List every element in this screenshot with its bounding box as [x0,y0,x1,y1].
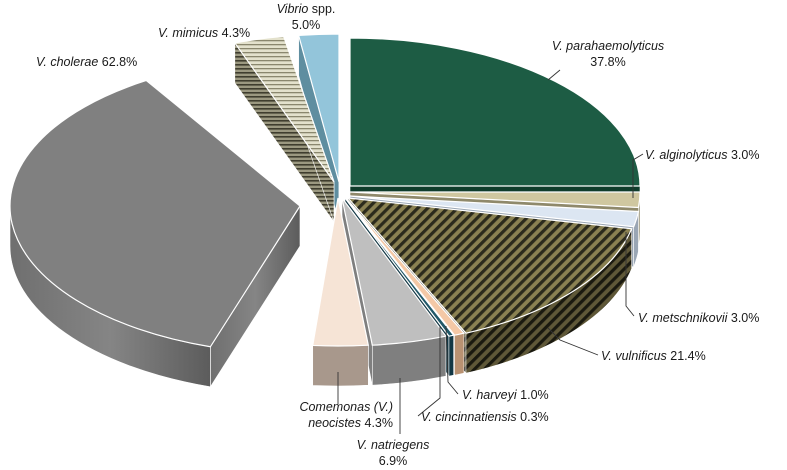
slice-label-mimicus: V. mimicus 4.3% [158,26,250,40]
slice-top [349,191,641,209]
label-species: V. alginolyticus [645,148,727,162]
leader-alginolyticus [632,153,644,198]
label-species: V. parahaemolyticus [552,39,664,53]
label-species: V. vulnificus [601,349,667,363]
label-species: V. cholerae [36,55,98,69]
slice-top [349,37,641,187]
label-species: V. natriegens [357,438,430,452]
svg-text:37.8%: 37.8% [590,55,625,69]
svg-text:V. mimicus 4.3%: V. mimicus 4.3% [158,26,250,40]
slice-top [9,79,301,348]
label-value: 4.3% [222,26,251,40]
label-value: 21.4% [670,349,705,363]
slice-top [312,197,370,347]
svg-text:Vibrio spp.: Vibrio spp. [277,2,336,16]
leader-cincinnatiensis [417,326,441,417]
slice-side [454,332,465,376]
slice-side [312,344,369,387]
slice-label-vibrio-spp: Vibrio spp. 5.0% [277,2,336,32]
label-value: 5.0% [292,18,321,32]
svg-text:V. cincinnatiensis 0.3%: V. cincinnatiensis 0.3% [421,410,549,424]
label-value: 3.0% [731,311,760,325]
svg-text:5.0%: 5.0% [292,18,321,32]
slice-label-natriegens: V. natriegens 6.9% [357,438,430,468]
svg-text:Comemonas (V.): Comemonas (V.) [299,400,393,414]
slice-top [349,195,640,228]
slice-top [233,35,335,183]
pie-slices [9,33,641,388]
label-species: V. metschnikovii [638,311,729,325]
label-species: V. mimicus [158,26,218,40]
leader-metschnikovii [625,232,635,317]
slice-neocistes [312,197,370,387]
leader-lines [337,69,644,434]
slice-label-cincinnatiensis: V. cincinnatiensis 0.3% [421,410,549,424]
slice-top [344,197,455,337]
svg-text:V. vulnificus 21.4%: V. vulnificus 21.4% [601,349,706,363]
svg-text:V. alginolyticus 3.0%: V. alginolyticus 3.0% [645,148,759,162]
label-value: 1.0% [520,388,549,402]
svg-text:V. harveyi 1.0%: V. harveyi 1.0% [462,388,549,402]
slice-top [341,197,447,346]
slice-mimicus [233,35,335,223]
label-value: 4.3% [365,416,394,430]
leader-vulnificus [547,327,599,356]
slice-label-alginolyticus: V. alginolyticus 3.0% [645,148,759,162]
slice-label-harveyi: V. harveyi 1.0% [462,388,549,402]
slice-label-vulnificus: V. vulnificus 21.4% [601,349,706,363]
label-species: V. cincinnatiensis [421,410,517,424]
label-value: 3.0% [731,148,760,162]
slice-label-cholerae: V. cholerae 62.8% [36,55,137,69]
label-species: Vibrio [277,2,309,16]
label-species-line2: neocistes [308,416,361,430]
label-value: 37.8% [590,55,625,69]
svg-text:6.9%: 6.9% [379,454,408,468]
label-species: V. harveyi [462,388,518,402]
slice-top [297,33,340,183]
slice-top [346,197,633,334]
label-value: 62.8% [102,55,137,69]
label-suffix: spp. [312,2,336,16]
slice-side [448,334,454,377]
svg-text:V. natriegens: V. natriegens [357,438,430,452]
label-value: 0.3% [520,410,549,424]
slice-label-neocistes: Comemonas (V.) neocistes 4.3% [299,400,393,430]
slice-top [345,197,466,336]
slice-label-parahaemolyticus: V. parahaemolyticus 37.8% [552,39,664,69]
label-value: 6.9% [379,454,408,468]
svg-text:V. metschnikovii 3.0%: V. metschnikovii 3.0% [638,311,759,325]
slice-cholerae [9,79,301,388]
svg-text:V. cholerae 62.8%: V. cholerae 62.8% [36,55,137,69]
leader-harveyi [445,325,459,395]
label-species-line1: Comemonas (V.) [299,400,393,414]
leader-parahaemolyticus [547,69,561,81]
svg-text:neocistes 4.3%: neocistes 4.3% [308,416,393,430]
slice-label-metschnikovii: V. metschnikovii 3.0% [638,311,759,325]
svg-text:V. parahaemolyticus: V. parahaemolyticus [552,39,664,53]
